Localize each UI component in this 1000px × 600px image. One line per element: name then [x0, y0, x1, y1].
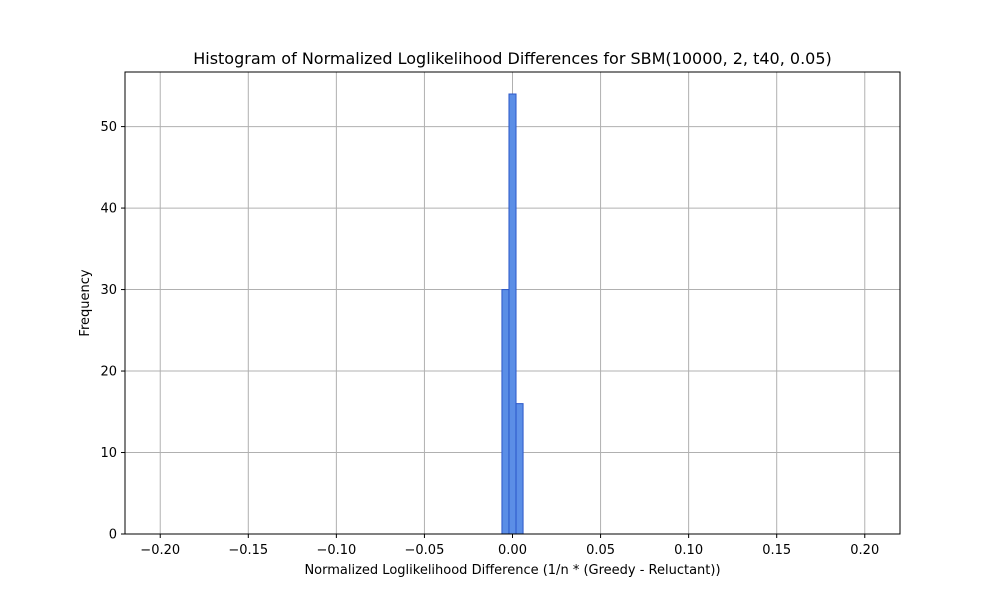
histogram-bar	[501, 289, 510, 535]
x-axis-ticks: −0.20 −0.15 −0.10 −0.05 0.00 0.05 0.10 0.15 0.20	[140, 534, 879, 558]
x-axis-label: Normalized Loglikelihood Difference (1/n…	[304, 563, 720, 578]
chart-title: Histogram of Normalized Loglikelihood Di…	[193, 49, 832, 68]
y-tick-label: 40	[100, 202, 117, 217]
y-axis-label: Frequency	[78, 269, 93, 336]
x-tick-label: −0.10	[316, 543, 356, 558]
histogram-bar	[508, 93, 517, 535]
x-tick-label: −0.20	[140, 543, 180, 558]
histogram-bar	[515, 403, 524, 535]
x-tick-label: −0.05	[405, 543, 445, 558]
x-tick-label: 0.15	[762, 543, 791, 558]
histogram-bars	[501, 93, 524, 535]
y-tick-label: 10	[100, 446, 117, 461]
y-tick-label: 20	[100, 365, 117, 380]
x-tick-label: 0.05	[586, 543, 615, 558]
y-axis-ticks: 0 10 20 30 40 50	[100, 120, 125, 543]
y-tick-label: 30	[100, 283, 117, 298]
x-tick-label: −0.15	[228, 543, 268, 558]
y-tick-label: 50	[100, 120, 117, 135]
y-tick-label: 0	[109, 528, 117, 543]
x-tick-label: 0.00	[498, 543, 527, 558]
x-tick-label: 0.10	[674, 543, 703, 558]
x-tick-label: 0.20	[850, 543, 879, 558]
